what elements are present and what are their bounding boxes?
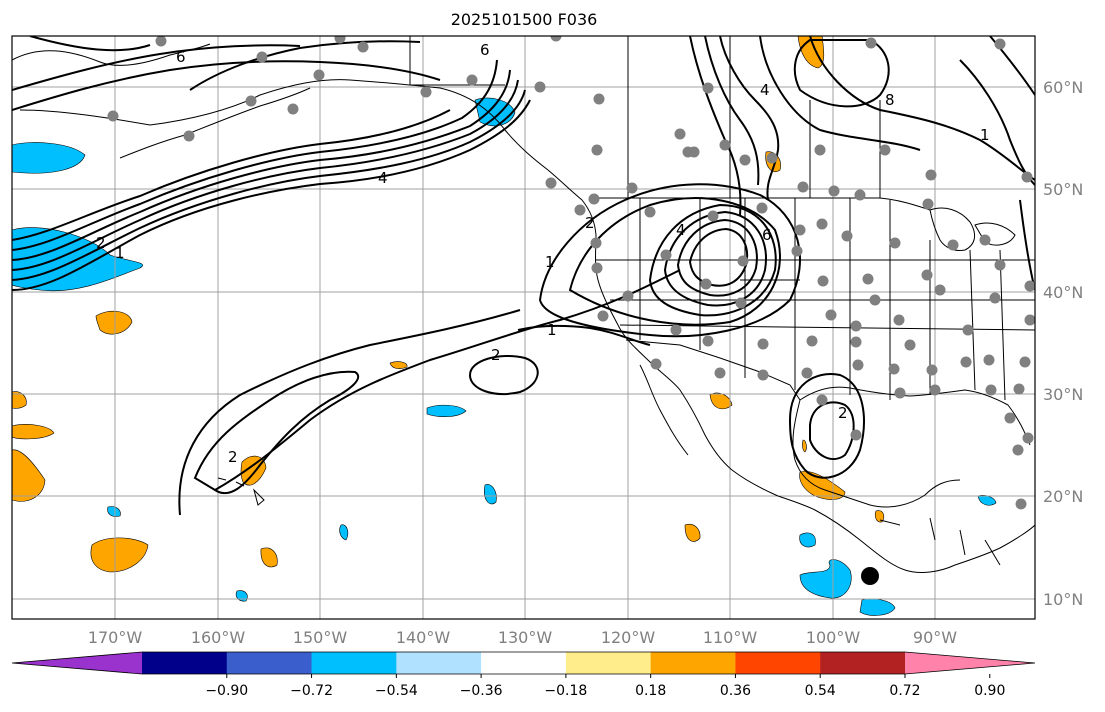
colorbar-tick-label: 0.54 — [805, 683, 836, 699]
lat-label: 30°N — [1043, 385, 1083, 404]
colorbar-segment — [142, 652, 228, 674]
colorbar-segment — [311, 652, 397, 674]
colorbar-segment — [735, 652, 821, 674]
contour-label: 1 — [115, 244, 125, 262]
contour-label: 6 — [480, 41, 490, 59]
lon-label: 150°W — [293, 628, 348, 647]
lon-label: 120°W — [601, 628, 656, 647]
colorbar-outline — [11, 651, 1036, 675]
contour-label-group: 4 6 2 1 1 2 2 4 6 1 2 1 2 6 4 8 — [96, 41, 990, 466]
colorbar-tick-label: 0.72 — [889, 683, 920, 699]
lon-label: 130°W — [498, 628, 553, 647]
colorbar-tick-label: −0.72 — [290, 683, 333, 699]
colorbar-tick-label: 0.90 — [974, 683, 1005, 699]
latitude-labels: 60°N 50°N 40°N 30°N 20°N 10°N — [1043, 78, 1083, 609]
colorbar-tick-label: −0.18 — [544, 683, 587, 699]
lon-label: 100°W — [806, 628, 861, 647]
lat-label: 60°N — [1043, 78, 1083, 97]
lon-label: 110°W — [703, 628, 758, 647]
colorbar-segment — [565, 652, 652, 674]
coastlines-and-borders — [12, 36, 1035, 573]
colorbar-segment — [396, 652, 482, 674]
contour-label: 1 — [980, 126, 990, 144]
contour-label: 6 — [762, 226, 772, 244]
contour-label: 4 — [760, 81, 770, 99]
contour-label: 1 — [545, 253, 555, 271]
contour-label: 2 — [838, 404, 848, 422]
contour-label: 4 — [676, 221, 686, 239]
contour-label: 2 — [491, 346, 501, 364]
contour-label: 2 — [585, 214, 595, 232]
longitude-labels: 170°W 160°W 150°W 140°W 130°W 120°W 110°… — [88, 628, 957, 647]
contour-label: 8 — [885, 91, 895, 109]
map-title: 2025101500 F036 — [450, 10, 598, 29]
station-markers — [107, 36, 1035, 510]
lon-label: 90°W — [913, 628, 957, 647]
colorbar-extend-high — [905, 652, 1035, 674]
lat-lon-grid — [12, 36, 1035, 619]
contour-label: 2 — [96, 234, 106, 252]
positive-anomaly-shading — [12, 36, 885, 573]
lon-label: 170°W — [88, 628, 143, 647]
map-frame — [11, 35, 1036, 620]
lat-label: 10°N — [1043, 590, 1083, 609]
lat-label: 50°N — [1043, 180, 1083, 199]
colorbar-segment — [650, 652, 736, 674]
colorbar-tick-label: −0.36 — [460, 683, 503, 699]
lat-label: 20°N — [1043, 487, 1083, 506]
highlight-point-marker — [861, 567, 879, 585]
lon-label: 140°W — [396, 628, 451, 647]
lon-label: 160°W — [191, 628, 246, 647]
contour-label: 1 — [547, 321, 557, 339]
contour-lines — [12, 36, 1035, 516]
colorbar-tick-label: −0.90 — [205, 683, 248, 699]
colorbar-tick-label: −0.54 — [375, 683, 418, 699]
contour-label: 6 — [176, 48, 186, 66]
colorbar-segment — [481, 652, 567, 674]
contour-label: 2 — [228, 448, 238, 466]
colorbar: −0.90 −0.72 −0.54 −0.36 −0.18 0.18 0.36 0.54 0.7… — [11, 651, 1036, 699]
colorbar-tick-label: 0.18 — [635, 683, 666, 699]
lat-label: 40°N — [1043, 283, 1083, 302]
colorbar-tick-label: 0.36 — [720, 683, 751, 699]
colorbar-extend-low — [12, 652, 142, 674]
colorbar-segment — [226, 652, 313, 674]
colorbar-segment — [820, 652, 906, 674]
contour-label: 4 — [378, 169, 388, 187]
